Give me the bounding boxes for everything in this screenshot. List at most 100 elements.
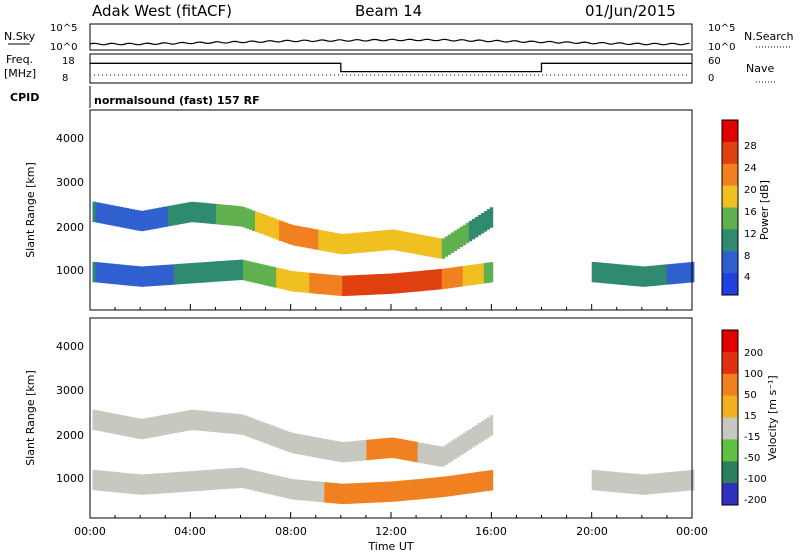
vel-cells-cell <box>173 412 178 434</box>
power-cells-cell <box>240 259 244 280</box>
vel-cells-cell <box>131 417 136 438</box>
noise-left-tick-top: 10^5 <box>50 23 77 34</box>
vel-cells-cell <box>306 480 310 501</box>
vel-cells-cell <box>330 482 334 504</box>
vel-cells-cell <box>624 472 629 494</box>
vel-cells-cell <box>318 481 322 503</box>
vel-cells-cell <box>366 482 370 503</box>
vel-cells-cell <box>417 442 422 463</box>
vel-cells-cell <box>107 412 112 433</box>
vel-cells-cell <box>185 471 190 492</box>
power-cells-cell <box>600 262 605 284</box>
vel-cells-cell <box>258 420 262 442</box>
vel-cells-cell <box>206 411 211 432</box>
power-cells-cell <box>345 233 349 255</box>
vel-cells-cell <box>101 411 105 432</box>
power-cbar-tick-8: 8 <box>744 251 750 262</box>
vel-cells-cell <box>128 416 133 438</box>
power-cells-cell <box>480 213 485 234</box>
power-cells-cell <box>176 204 181 225</box>
power-cells-cell <box>360 274 364 296</box>
vel-cells-cell <box>396 480 400 502</box>
vel-cells-cell <box>140 418 145 440</box>
vel-cells-cell <box>411 441 416 462</box>
vel-cells-cell <box>200 410 205 431</box>
power-cells-cell <box>164 206 169 227</box>
power-cells-cell <box>657 265 662 286</box>
vel-cells-cell <box>456 436 461 458</box>
vel-cells-cell <box>369 439 373 460</box>
vel-colorbar-segment <box>722 351 738 375</box>
velocity-panel: Slant Range [km] 1000 2000 3000 4000 200… <box>24 317 779 519</box>
power-cells-cell <box>405 272 409 293</box>
power-cells-cell <box>92 261 96 283</box>
power-cells-cell <box>408 232 413 254</box>
velocity-echoes <box>92 409 695 505</box>
power-cells-cell <box>249 209 253 230</box>
vel-cells-cell <box>288 478 292 499</box>
vel-cells-cell <box>215 412 220 433</box>
vel-cells-cell <box>246 468 250 490</box>
vel-cells-cell <box>234 413 238 435</box>
vel-cells-cell <box>101 470 105 492</box>
power-cells-cell <box>119 206 124 228</box>
vel-cells-cell <box>384 481 388 503</box>
vel-cells-cell <box>372 439 376 460</box>
vel-cells-cell <box>420 478 425 500</box>
power-cells-cell <box>161 206 166 228</box>
vel-cells-cell <box>381 481 385 503</box>
vel-cells-cell <box>249 469 253 490</box>
vel-cells-cell <box>474 425 479 446</box>
power-cells-cell <box>378 230 382 251</box>
vel-cells-cell <box>243 468 247 489</box>
vel-cells-cell <box>146 474 151 495</box>
power-cells-cell <box>267 216 271 237</box>
power-cells-cell <box>324 274 328 295</box>
power-cells-cell <box>285 269 289 291</box>
vel-cells-cell <box>357 483 361 504</box>
power-cells-cell <box>228 205 232 226</box>
vel-cells-cell <box>161 473 166 494</box>
power-cells-cell <box>669 263 674 285</box>
vel-cells-cell <box>143 474 148 495</box>
power-cells-cell <box>685 262 689 283</box>
vel-cells-cell <box>255 470 259 492</box>
vel-cells-cell <box>468 428 473 450</box>
vel-cells-cell <box>279 476 283 497</box>
xtick-0000: 00:00 <box>74 525 106 538</box>
power-cells-cell <box>197 262 202 283</box>
power-cells-cell <box>234 205 238 227</box>
vel-cells-cell <box>591 469 596 491</box>
power-cells-cell <box>450 267 455 288</box>
power-cells-cell <box>471 264 476 285</box>
power-cells-cell <box>477 215 482 236</box>
power-cells-cell <box>188 201 193 223</box>
power-cells-cell <box>212 261 217 282</box>
power-cells-cell <box>372 274 376 295</box>
vel-cells-cell <box>228 468 232 489</box>
power-cells-cell <box>384 273 388 295</box>
vel-cells-cell <box>131 473 136 495</box>
power-cells-cell <box>438 269 443 290</box>
power-cells-cell <box>402 272 406 293</box>
vel-cells-cell <box>285 477 289 499</box>
power-cells-cell <box>104 263 108 284</box>
vel-cells-cell <box>691 469 695 491</box>
vel-cells-cell <box>486 417 491 438</box>
power-cells-cell <box>149 265 154 287</box>
vel-cells-cell <box>381 438 385 459</box>
vel-cells-cell <box>221 468 226 490</box>
vel-cells-cell <box>224 412 229 434</box>
vel-cells-cell <box>188 409 193 431</box>
power-cells-cell <box>639 266 644 287</box>
vel-cells-cell <box>675 471 680 492</box>
power-cells-cell <box>116 264 121 285</box>
power-cells-cell <box>113 263 118 285</box>
power-cells-cell <box>591 261 596 283</box>
power-cells-cell <box>441 238 446 259</box>
power-cells-cell <box>636 266 641 287</box>
frequency-panel: Freq. [MHz] 18 8 60 0 Nave <box>4 53 776 84</box>
power-cells-cell <box>264 265 268 286</box>
vel-cells-cell <box>173 472 178 493</box>
